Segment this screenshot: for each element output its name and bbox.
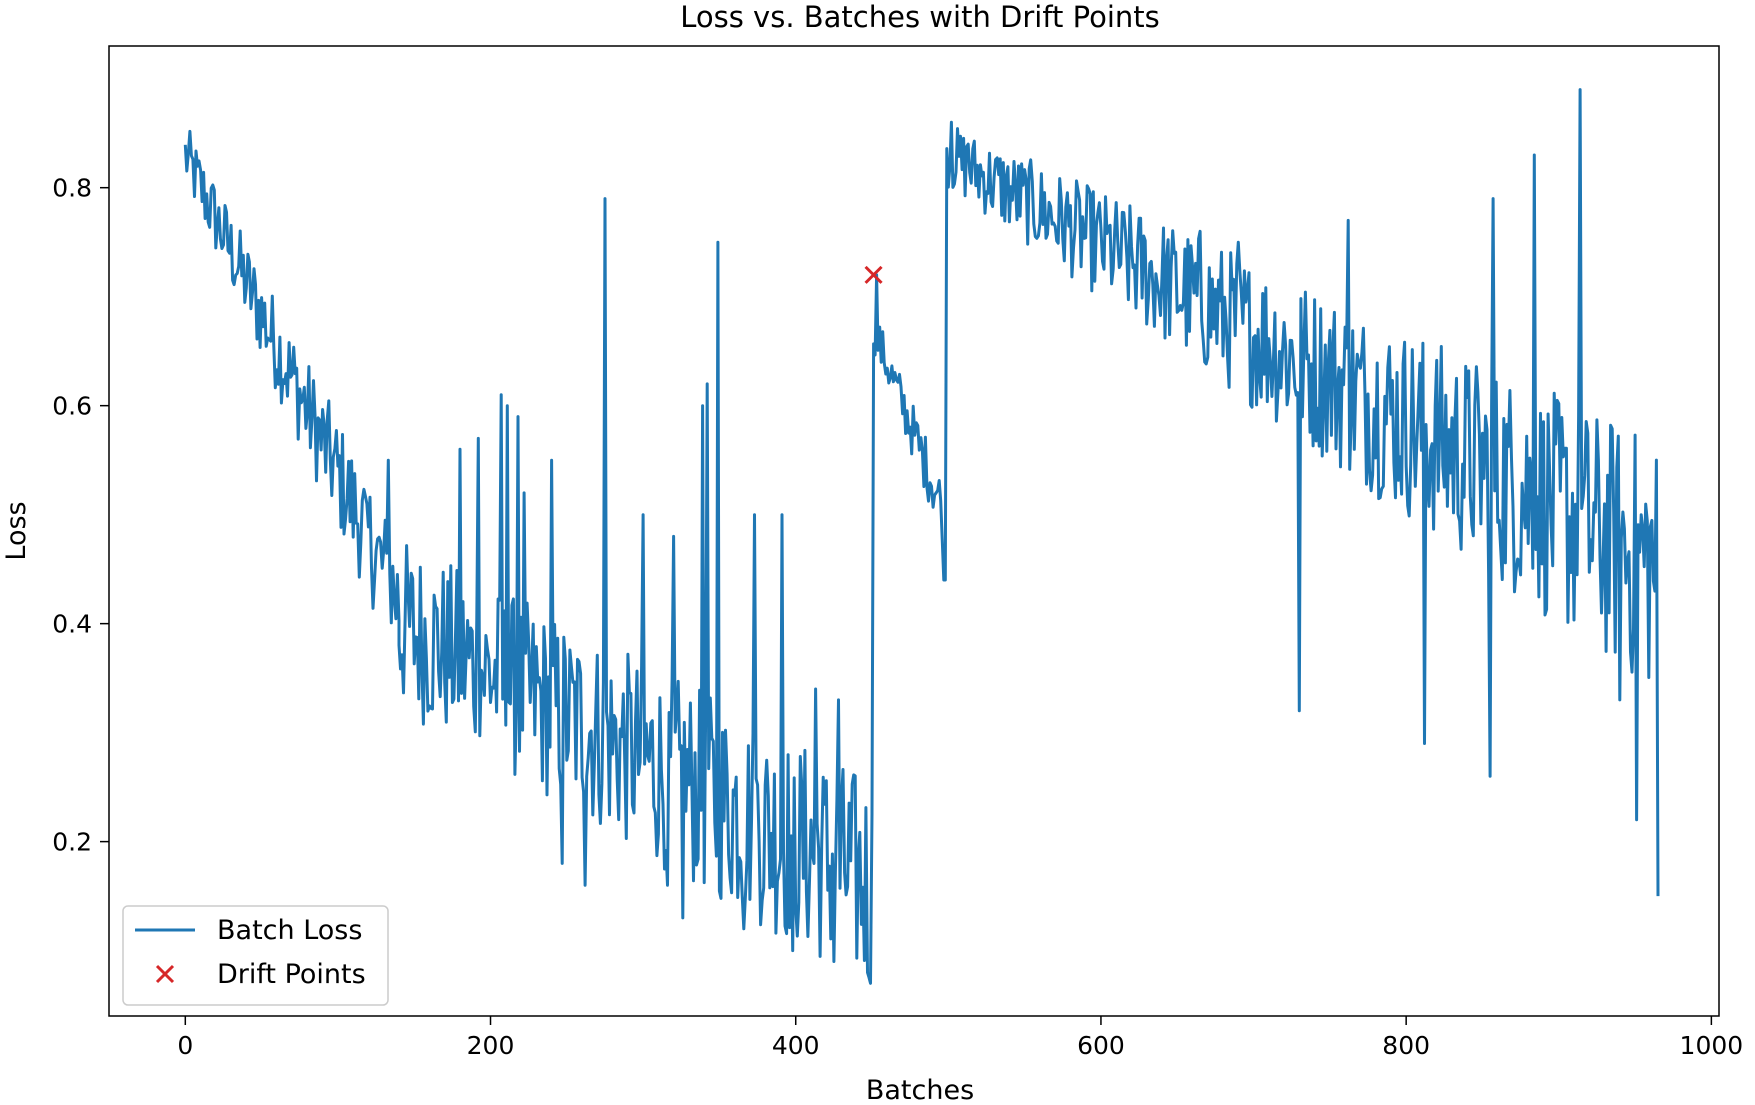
plot-frame — [108, 45, 1720, 1017]
y-tick-label: 0.2 — [52, 828, 92, 857]
x-axis: 0 200 400 600 800 1000 — [177, 1016, 1743, 1060]
y-tick-label: 0.4 — [52, 610, 92, 639]
drift-points-layer — [864, 265, 883, 284]
x-tick-label: 800 — [1382, 1031, 1430, 1060]
plot-area — [183, 88, 1660, 985]
legend-batch-loss-label: Batch Loss — [217, 915, 362, 946]
legend-drift-points-label: Drift Points — [217, 959, 366, 990]
drift-marker-stroke — [864, 265, 883, 284]
x-tick-label: 600 — [1077, 1031, 1125, 1060]
batch-loss-line — [183, 88, 1660, 985]
drift-marker-stroke — [155, 964, 175, 984]
x-tick-label: 200 — [467, 1031, 515, 1060]
legend-drift-points-swatch — [155, 964, 175, 984]
x-axis-title: Batches — [866, 1075, 974, 1105]
legend: Batch Loss Drift Points — [122, 905, 389, 1006]
legend-drift-marker — [155, 964, 175, 984]
chart-title: Loss vs. Batches with Drift Points — [680, 0, 1160, 34]
drift-point-marker — [864, 265, 883, 284]
x-tick-label: 400 — [772, 1031, 820, 1060]
y-tick-label: 0.8 — [52, 174, 92, 203]
y-axis: 0.2 0.4 0.6 0.8 — [52, 174, 109, 857]
x-tick-label: 1000 — [1680, 1031, 1744, 1060]
y-axis-title: Loss — [1, 501, 32, 560]
y-tick-label: 0.6 — [52, 392, 92, 421]
x-tick-label: 0 — [177, 1031, 193, 1060]
